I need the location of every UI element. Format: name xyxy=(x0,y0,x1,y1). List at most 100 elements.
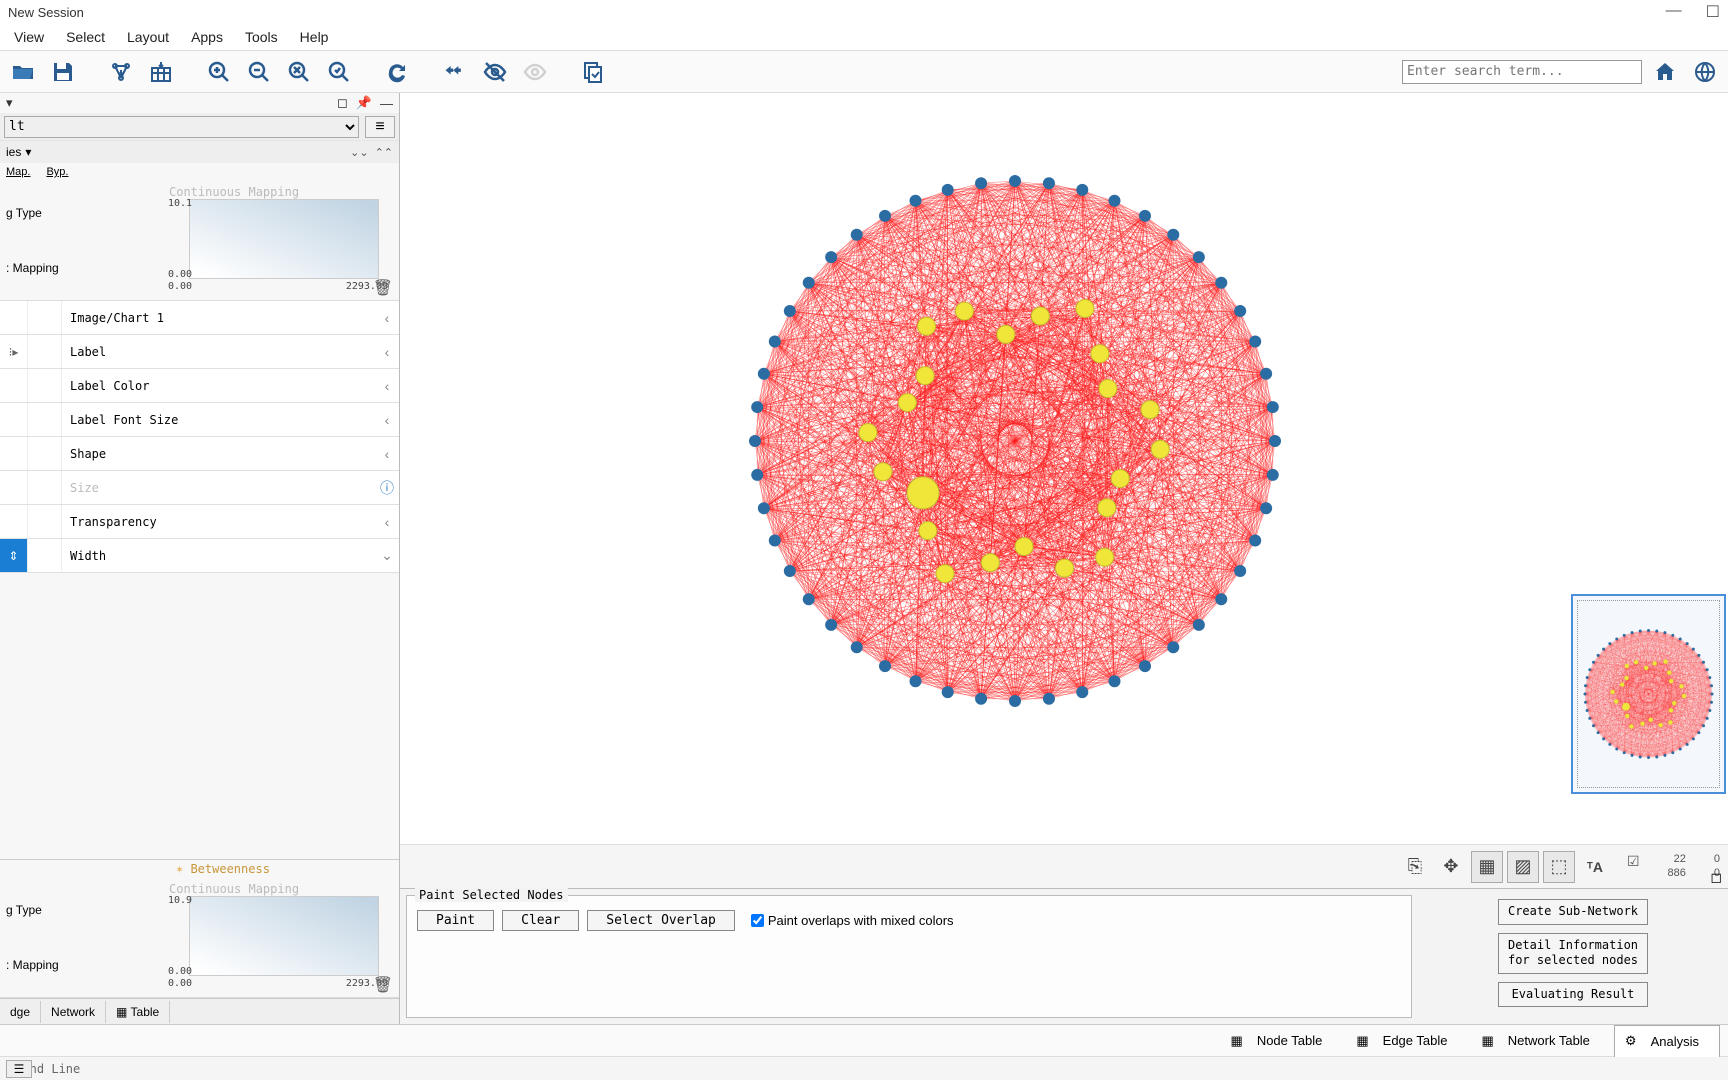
zoom-out-icon[interactable] xyxy=(242,55,276,89)
swatch[interactable] xyxy=(28,471,62,504)
drag-handle-icon[interactable] xyxy=(0,369,28,402)
swatch[interactable] xyxy=(28,301,62,334)
expand-all-icon[interactable]: ⌄⌄ xyxy=(350,146,368,159)
save-icon[interactable] xyxy=(46,55,80,89)
menu-tools[interactable]: Tools xyxy=(235,26,288,48)
copy-icon[interactable] xyxy=(576,55,610,89)
globe-icon[interactable] xyxy=(1688,55,1722,89)
style-menu-button[interactable]: ≡ xyxy=(365,116,395,138)
maximize-icon[interactable]: ☐ xyxy=(1706,2,1720,22)
prop-row[interactable]: Shape‹ xyxy=(0,437,399,471)
tab-table[interactable]: Table xyxy=(106,1001,170,1023)
prop-row[interactable]: Label Color‹ xyxy=(0,369,399,403)
show-icon[interactable] xyxy=(518,55,552,89)
style-select[interactable]: lt xyxy=(4,116,359,138)
float-icon[interactable]: ◻ xyxy=(337,95,348,111)
import-net-icon[interactable] xyxy=(104,55,138,89)
mixed-colors-checkbox[interactable]: Paint overlaps with mixed colors xyxy=(751,913,954,928)
drag-handle-icon[interactable] xyxy=(0,505,28,538)
chevron-down-icon[interactable]: ▾ xyxy=(25,145,31,159)
tab-edge[interactable]: dge xyxy=(0,1001,41,1023)
collapse-all-icon[interactable]: ⌃⌃ xyxy=(375,146,393,159)
zoom-sel-icon[interactable] xyxy=(322,55,356,89)
zoom-fit-icon[interactable] xyxy=(282,55,316,89)
move-icon[interactable]: ✥ xyxy=(1435,851,1467,883)
pin-icon[interactable]: 📌 xyxy=(356,95,372,111)
chevron-icon[interactable]: ‹ xyxy=(375,310,399,326)
swatch[interactable] xyxy=(28,505,62,538)
drag-handle-icon[interactable] xyxy=(0,471,28,504)
mapping-label: : Mapping xyxy=(6,261,159,275)
search-input[interactable] xyxy=(1402,60,1642,84)
create-subnetwork-button[interactable]: Create Sub-Network xyxy=(1498,899,1648,925)
hide-icon[interactable] xyxy=(478,55,512,89)
trash-icon[interactable]: 🗑 xyxy=(373,975,393,995)
hatch-icon[interactable]: ▨ xyxy=(1507,851,1539,883)
drag-handle-icon[interactable]: ⁝▸ xyxy=(0,335,28,368)
info-icon[interactable]: ⓘ xyxy=(375,478,399,498)
chevron-icon[interactable]: ⌄ xyxy=(375,547,399,564)
clear-button[interactable]: Clear xyxy=(502,910,579,931)
command-line[interactable]: mmand Line xyxy=(0,1056,1728,1080)
chevron-down-icon[interactable]: ▾ xyxy=(6,95,13,111)
tab-network-table[interactable]: ▦ Network Table xyxy=(1471,1025,1609,1056)
gradient-editor[interactable]: 10.9 0.00 0.00 2293.09 xyxy=(189,896,379,976)
chevron-icon[interactable]: ‹ xyxy=(375,514,399,530)
export-icon[interactable]: ⎘ xyxy=(1399,851,1431,883)
axis-ymin: 0.00 xyxy=(168,966,192,977)
chevron-icon[interactable]: ‹ xyxy=(375,344,399,360)
prop-row[interactable]: ⇕Width⌄ xyxy=(0,539,399,573)
drag-handle-icon[interactable] xyxy=(0,301,28,334)
prop-row[interactable]: ⁝▸ Label‹ xyxy=(0,335,399,369)
menu-view[interactable]: View xyxy=(4,26,54,48)
prop-row[interactable]: Image/Chart 1‹ xyxy=(0,301,399,335)
prop-label: Label xyxy=(62,345,375,359)
prop-row[interactable]: Transparency‹ xyxy=(0,505,399,539)
network-canvas[interactable] xyxy=(400,93,1728,844)
tab-network[interactable]: Network xyxy=(41,1001,106,1023)
gradient-editor[interactable]: 10.1 0.00 0.00 2293.09 xyxy=(189,199,379,279)
swatch[interactable] xyxy=(28,403,62,436)
refresh-icon[interactable] xyxy=(380,55,414,89)
chevron-icon[interactable]: ‹ xyxy=(375,378,399,394)
menu-select[interactable]: Select xyxy=(56,26,115,48)
import-table-icon[interactable] xyxy=(144,55,178,89)
zoom-in-icon[interactable] xyxy=(202,55,236,89)
tab-edge-table[interactable]: ▦ Edge Table xyxy=(1346,1025,1467,1056)
axis-xmin: 0.00 xyxy=(168,281,192,292)
tab-node-table[interactable]: ▦ Node Table xyxy=(1221,1025,1343,1056)
trash-icon[interactable]: 🗑 xyxy=(373,278,393,298)
swatch[interactable] xyxy=(28,335,62,368)
tray-list-icon[interactable]: ☰ xyxy=(6,1060,32,1078)
home-all-icon[interactable] xyxy=(438,55,472,89)
detail-info-button[interactable]: Detail Information for selected nodes xyxy=(1498,933,1648,974)
prop-row[interactable]: Sizeⓘ xyxy=(0,471,399,505)
prop-label: Transparency xyxy=(62,515,375,529)
menu-layout[interactable]: Layout xyxy=(117,26,179,48)
chevron-icon[interactable]: ‹ xyxy=(375,446,399,462)
tab-analysis[interactable]: ⚙ Analysis xyxy=(1614,1025,1720,1057)
select-overlap-button[interactable]: Select Overlap xyxy=(587,910,735,931)
maximize-panel-icon[interactable]: ◻ xyxy=(1710,869,1722,886)
text-size-icon[interactable]: ᵀA xyxy=(1579,851,1611,883)
minimize-panel-icon[interactable]: — xyxy=(380,96,393,111)
drag-handle-icon[interactable] xyxy=(0,437,28,470)
prop-row[interactable]: Label Font Size‹ xyxy=(0,403,399,437)
overview-panel[interactable] xyxy=(1571,594,1726,794)
section-label: ies xyxy=(6,145,21,159)
grid-icon[interactable]: ▦ xyxy=(1471,851,1503,883)
swatch[interactable] xyxy=(28,369,62,402)
swatch[interactable] xyxy=(28,539,62,572)
dashed-box-icon[interactable]: ⬚ xyxy=(1543,851,1575,883)
swatch[interactable] xyxy=(28,437,62,470)
open-icon[interactable] xyxy=(6,55,40,89)
drag-handle-icon[interactable]: ⇕ xyxy=(0,539,28,572)
home-icon[interactable] xyxy=(1648,55,1682,89)
menu-help[interactable]: Help xyxy=(290,26,339,48)
drag-handle-icon[interactable] xyxy=(0,403,28,436)
menu-apps[interactable]: Apps xyxy=(181,26,233,48)
chevron-icon[interactable]: ‹ xyxy=(375,412,399,428)
minimize-icon[interactable]: — xyxy=(1666,2,1682,22)
evaluate-result-button[interactable]: Evaluating Result xyxy=(1498,982,1648,1008)
paint-button[interactable]: Paint xyxy=(417,910,494,931)
